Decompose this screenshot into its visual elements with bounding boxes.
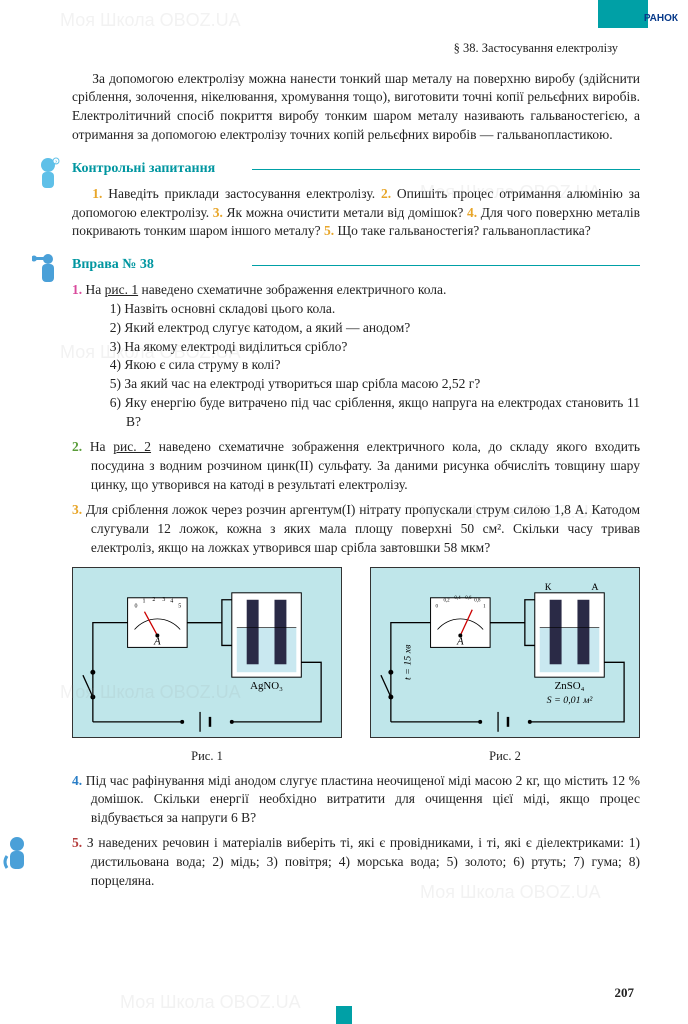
svg-text:ZnSO₄: ZnSO₄ bbox=[555, 680, 585, 692]
ex-num-5: 5. bbox=[72, 835, 82, 850]
q-text-3: Як можна очистити метали від домішок? bbox=[223, 205, 467, 220]
svg-text:0,6: 0,6 bbox=[465, 596, 472, 601]
ex1-sub2: 2) Який електрод слугує катодом, а який … bbox=[91, 319, 640, 338]
svg-text:3: 3 bbox=[162, 597, 165, 603]
exercise-label: Вправа № 38 bbox=[72, 257, 154, 272]
ex1-post: наведено схематичне зображення електричн… bbox=[138, 282, 446, 297]
ex1-sub6: 6) Яку енергію буде витрачено під час ср… bbox=[91, 394, 640, 432]
svg-text:1: 1 bbox=[142, 599, 145, 605]
q-num-5: 5. bbox=[324, 223, 334, 238]
exercise-list: 1. На рис. 1 наведено схематичне зображе… bbox=[72, 281, 640, 557]
q-num-3: 3. bbox=[213, 205, 223, 220]
ex1-sub3: 3) На якому електроді виділиться срібло? bbox=[91, 338, 640, 357]
svg-text:t = 15 хв: t = 15 хв bbox=[403, 644, 414, 680]
exercise-2: 2. На рис. 2 наведено схематичне зображе… bbox=[72, 438, 640, 495]
control-questions-label: Контрольні запитання bbox=[72, 161, 215, 176]
tab-blank bbox=[542, 0, 592, 28]
ex1-pre: На bbox=[86, 282, 105, 297]
svg-text:0: 0 bbox=[135, 604, 138, 610]
svg-text:2: 2 bbox=[152, 597, 155, 603]
ex5-text: З наведених речовин і матеріалів виберіт… bbox=[87, 835, 640, 888]
ex1-sub1: 1) Назвіть основні складові цього кола. bbox=[91, 300, 640, 319]
svg-text:0,8: 0,8 bbox=[474, 599, 481, 604]
fig1-caption: Рис. 1 bbox=[72, 748, 342, 766]
q-num-4: 4. bbox=[467, 205, 477, 220]
q-text-1: Наведіть приклади застосування електролі… bbox=[102, 186, 381, 201]
svg-text:4: 4 bbox=[170, 599, 173, 605]
svg-text:A: A bbox=[153, 636, 161, 648]
q-num-2: 2. bbox=[381, 186, 391, 201]
ex-num-4: 4. bbox=[72, 773, 82, 788]
figures-row: A 0 1 2 3 4 5 AgNO₃ Рис. 1 bbox=[72, 567, 640, 765]
ex-num-1: 1. bbox=[72, 282, 82, 297]
ex3-text: Для сріблення ложок через розчин аргенту… bbox=[86, 502, 640, 555]
tab-teal bbox=[598, 0, 648, 28]
ex2-figref: рис. 2 bbox=[113, 439, 151, 454]
svg-text:AgNO₃: AgNO₃ bbox=[250, 680, 283, 692]
publisher-badge: РАНОК bbox=[644, 12, 678, 26]
exercise-title: Вправа № 38 bbox=[72, 255, 640, 275]
ex4-text: Під час рафінування міді анодом слугує п… bbox=[86, 773, 640, 826]
q-text-5: Що таке гальваностегія? гальванопластика… bbox=[334, 223, 591, 238]
svg-text:A: A bbox=[456, 636, 464, 648]
ex-num-3: 3. bbox=[72, 502, 82, 517]
exercise-5: 5. З наведених речовин і матеріалів вибе… bbox=[72, 834, 640, 891]
svg-text:А: А bbox=[591, 582, 599, 593]
fig2-caption: Рис. 2 bbox=[370, 748, 640, 766]
ex1-sub5: 5) За який час на електроді утвориться ш… bbox=[91, 375, 640, 394]
thinker-icon: ? bbox=[32, 155, 64, 195]
ex2-post: наведено схематичне зображення електричн… bbox=[91, 439, 640, 492]
ex1-figref: рис. 1 bbox=[105, 282, 138, 297]
exercise-4: 4. Під час рафінування міді анодом слугу… bbox=[72, 772, 640, 829]
figure-2: A 0 0,2 0,4 0,6 0,8 1 К А ZnSO₄ S = 0,01… bbox=[370, 567, 640, 765]
control-questions-title: ? Контрольні запитання bbox=[72, 159, 640, 179]
footer-tab bbox=[336, 1006, 352, 1024]
svg-text:S = 0,01 м²: S = 0,01 м² bbox=[547, 695, 594, 706]
header-tabs bbox=[542, 0, 648, 28]
svg-text:К: К bbox=[545, 582, 552, 593]
ex2-pre: На bbox=[90, 439, 113, 454]
exercise-3: 3. Для сріблення ложок через розчин арге… bbox=[72, 501, 640, 558]
ex-num-2: 2. bbox=[72, 439, 82, 454]
strongman-icon bbox=[32, 251, 64, 291]
exercise-list-cont: 4. Під час рафінування міді анодом слугу… bbox=[72, 772, 640, 891]
exercise-1: 1. На рис. 1 наведено схематичне зображе… bbox=[72, 281, 640, 432]
intro-paragraph: За допомогою електролізу можна нанести т… bbox=[72, 70, 640, 146]
figure-1: A 0 1 2 3 4 5 AgNO₃ Рис. 1 bbox=[72, 567, 342, 765]
svg-text:5: 5 bbox=[178, 604, 181, 610]
ex1-sub4: 4) Якою є сила струму в колі? bbox=[91, 356, 640, 375]
page-number: 207 bbox=[615, 984, 635, 1002]
watermark: Моя Школа OBOZ.UA bbox=[120, 990, 301, 1015]
character-icon bbox=[20, 834, 52, 874]
control-questions-body: 1. Наведіть приклади застосування електр… bbox=[72, 185, 640, 242]
q-num-1: 1. bbox=[92, 186, 102, 201]
svg-text:0,4: 0,4 bbox=[454, 596, 461, 601]
svg-text:0,2: 0,2 bbox=[443, 599, 450, 604]
